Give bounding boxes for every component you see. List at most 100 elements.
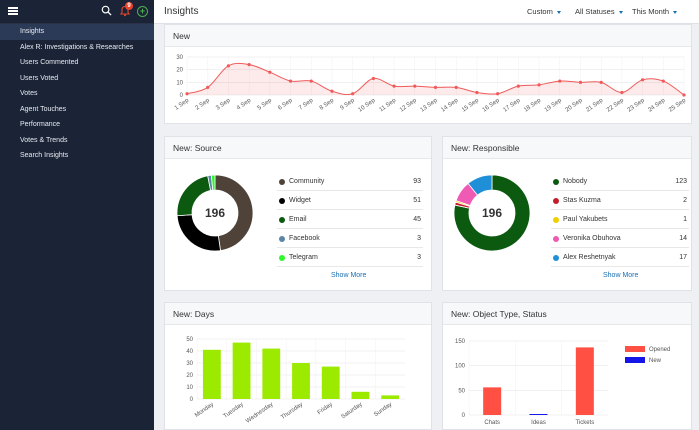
x-tick-label: 6 Sep [277, 97, 294, 111]
x-tick-label: 25 Sep [668, 97, 688, 113]
legend-swatch [625, 346, 645, 352]
x-tick-label: 7 Sep [298, 97, 315, 111]
x-tick-label: 17 Sep [502, 97, 522, 113]
area-fill [187, 63, 684, 95]
x-tick-label: Friday [317, 402, 334, 416]
data-point [682, 93, 686, 97]
caret-down-icon [556, 10, 561, 14]
sidebar-nav: Insights Alex R: Investigations & Researc… [0, 24, 154, 164]
period-filter-custom[interactable]: Custom [527, 7, 561, 16]
y-tick-label: 20 [186, 373, 193, 379]
search-icon[interactable] [101, 5, 112, 16]
x-tick-label: 1 Sep [174, 97, 191, 111]
days-bar-chart: 0 10 20 30 40 50 Monday Tuesday Wednesday Thursda… [186, 337, 405, 425]
legend-row: Paul Yakubets 1 [551, 210, 689, 229]
legend-value: 2 [683, 197, 687, 204]
x-tick-label: 4 Sep [236, 97, 253, 111]
legend-swatch [279, 197, 285, 204]
x-tick-label: 5 Sep [257, 97, 274, 111]
legend-swatch [279, 235, 285, 242]
days-card: New: Days 0 10 20 30 40 50 Monday Tuesday Wednes… [164, 302, 432, 430]
bar [202, 349, 221, 399]
legend-row: Alex Reshetnyak 17 [551, 248, 689, 267]
x-tick-label: Wednesday [245, 402, 274, 425]
x-tick-label: 2 Sep [195, 97, 212, 111]
x-tick-label: 16 Sep [482, 97, 502, 113]
x-tick-label: Thursday [280, 402, 304, 421]
data-point [185, 92, 189, 96]
sidebar-item[interactable]: Agent Touches [20, 105, 67, 113]
x-tick-label: 14 Sep [440, 97, 460, 113]
range-filter[interactable]: This Month [632, 7, 678, 16]
card-title: New [165, 25, 691, 47]
card-title: New: Days [165, 303, 431, 325]
x-tick-label: 8 Sep [319, 97, 336, 111]
sidebar-item[interactable]: Users Commented [20, 59, 79, 66]
legend-swatch [279, 254, 285, 261]
status-filter[interactable]: All Statuses [575, 7, 623, 16]
data-point [288, 79, 293, 83]
x-tick-label: 18 Sep [523, 97, 543, 113]
sidebar-item[interactable]: Votes & Trends [20, 136, 68, 144]
legend-swatch [279, 178, 285, 185]
x-tick-label: 10 Sep [357, 97, 377, 113]
data-point [537, 83, 541, 87]
legend-label: Email [289, 216, 307, 223]
sidebar: 9 + Insights Alex R: Investigations & Res… [0, 0, 154, 430]
data-point [599, 80, 603, 84]
y-tick-label: 50 [186, 337, 193, 343]
data-point [661, 79, 665, 83]
sidebar-item[interactable]: Alex R: Investigations & Researches [20, 43, 134, 51]
sidebar-item[interactable]: Performance [20, 121, 61, 128]
legend-swatch [553, 254, 559, 261]
sidebar-toolbar: 9 + [0, 0, 154, 24]
x-tick-label: Sunday [373, 402, 393, 419]
caret-down-icon [618, 10, 623, 14]
sidebar-item[interactable]: Users Voted [20, 74, 59, 82]
legend-row: Nobody 123 [551, 172, 689, 191]
bar [575, 347, 594, 415]
data-point [371, 76, 375, 81]
bar [292, 363, 310, 399]
show-more-link[interactable]: Show More [603, 272, 639, 279]
bar [321, 366, 340, 399]
source-donut-chart [176, 174, 254, 252]
legend-label: Nobody [563, 178, 588, 185]
legend-row: Telegram 3 [277, 248, 423, 267]
legend-value: 14 [679, 235, 687, 242]
y-tick-label: 10 [176, 80, 183, 86]
donut-hole [192, 190, 238, 236]
legend-swatch [553, 197, 559, 204]
card-title: New: Object Type, Status [443, 303, 691, 325]
legend-label: Stas Kuzma [563, 197, 601, 204]
x-tick-label: 12 Sep [399, 97, 419, 113]
x-tick-label: 13 Sep [420, 97, 440, 113]
x-tick-label: 15 Sep [461, 97, 481, 113]
legend-label: Facebook [289, 235, 320, 242]
legend-label: Alex Reshetnyak [563, 254, 616, 261]
data-point [454, 85, 458, 89]
data-point [268, 70, 272, 74]
data-point [640, 78, 645, 82]
y-tick-label: 10 [186, 385, 193, 391]
data-point [433, 85, 438, 89]
sidebar-item[interactable]: Search Insights [20, 152, 69, 159]
show-more-link[interactable]: Show More [331, 272, 367, 279]
new-line-chart: 0 10 20 30 1 Sep 2 Sep 3 Sep 4 Sep 5 Sep 6 Sep 7 S… [174, 55, 688, 114]
legend-value: 93 [413, 178, 421, 185]
data-point [578, 80, 583, 84]
legend-swatch [625, 357, 645, 363]
sidebar-item[interactable]: Insights [0, 24, 154, 40]
y-tick-label: 150 [455, 339, 466, 345]
page-header: Insights Custom All Statuses This Month [154, 0, 699, 24]
y-tick-label: 0 [462, 413, 466, 419]
hamburger-menu-icon[interactable] [8, 7, 18, 15]
sidebar-item[interactable]: Votes [20, 90, 38, 97]
y-tick-label: 30 [186, 361, 193, 367]
add-icon[interactable]: + [137, 6, 148, 17]
y-tick-label: 20 [176, 68, 183, 74]
x-tick-label: 23 Sep [627, 97, 647, 113]
y-tick-label: 40 [186, 349, 193, 355]
x-tick-label: Saturday [340, 402, 363, 421]
legend-swatch [553, 235, 559, 242]
